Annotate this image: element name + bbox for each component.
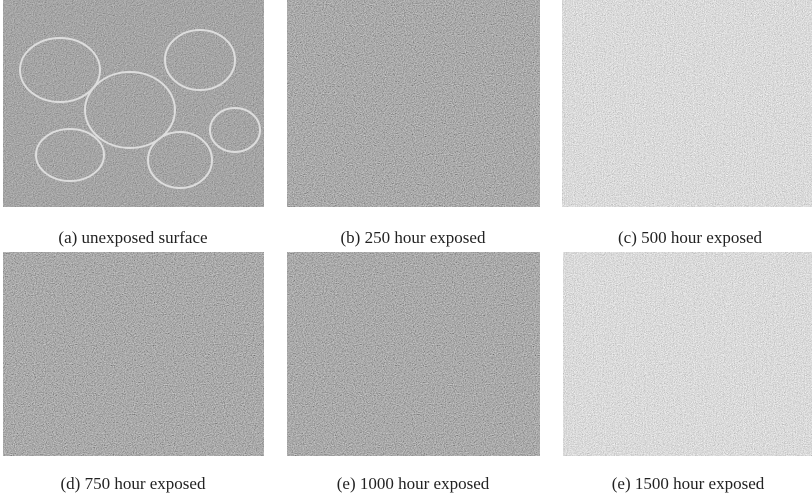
sem-texture xyxy=(3,0,264,207)
sem-texture xyxy=(287,252,540,456)
caption: (e) 1000 hour exposed xyxy=(337,474,490,493)
sem-texture xyxy=(287,0,540,207)
caption: (c) 500 hour exposed xyxy=(618,228,762,247)
sem-texture xyxy=(3,252,264,456)
figure: (a) unexposed surface (b) 250 hour expos… xyxy=(0,0,812,497)
sem-texture xyxy=(563,252,812,456)
sem-texture xyxy=(562,0,812,207)
caption: (b) 250 hour exposed xyxy=(341,228,486,247)
caption: (a) unexposed surface xyxy=(58,228,207,247)
caption: (d) 750 hour exposed xyxy=(61,474,206,493)
caption: (e) 1500 hour exposed xyxy=(612,474,765,493)
